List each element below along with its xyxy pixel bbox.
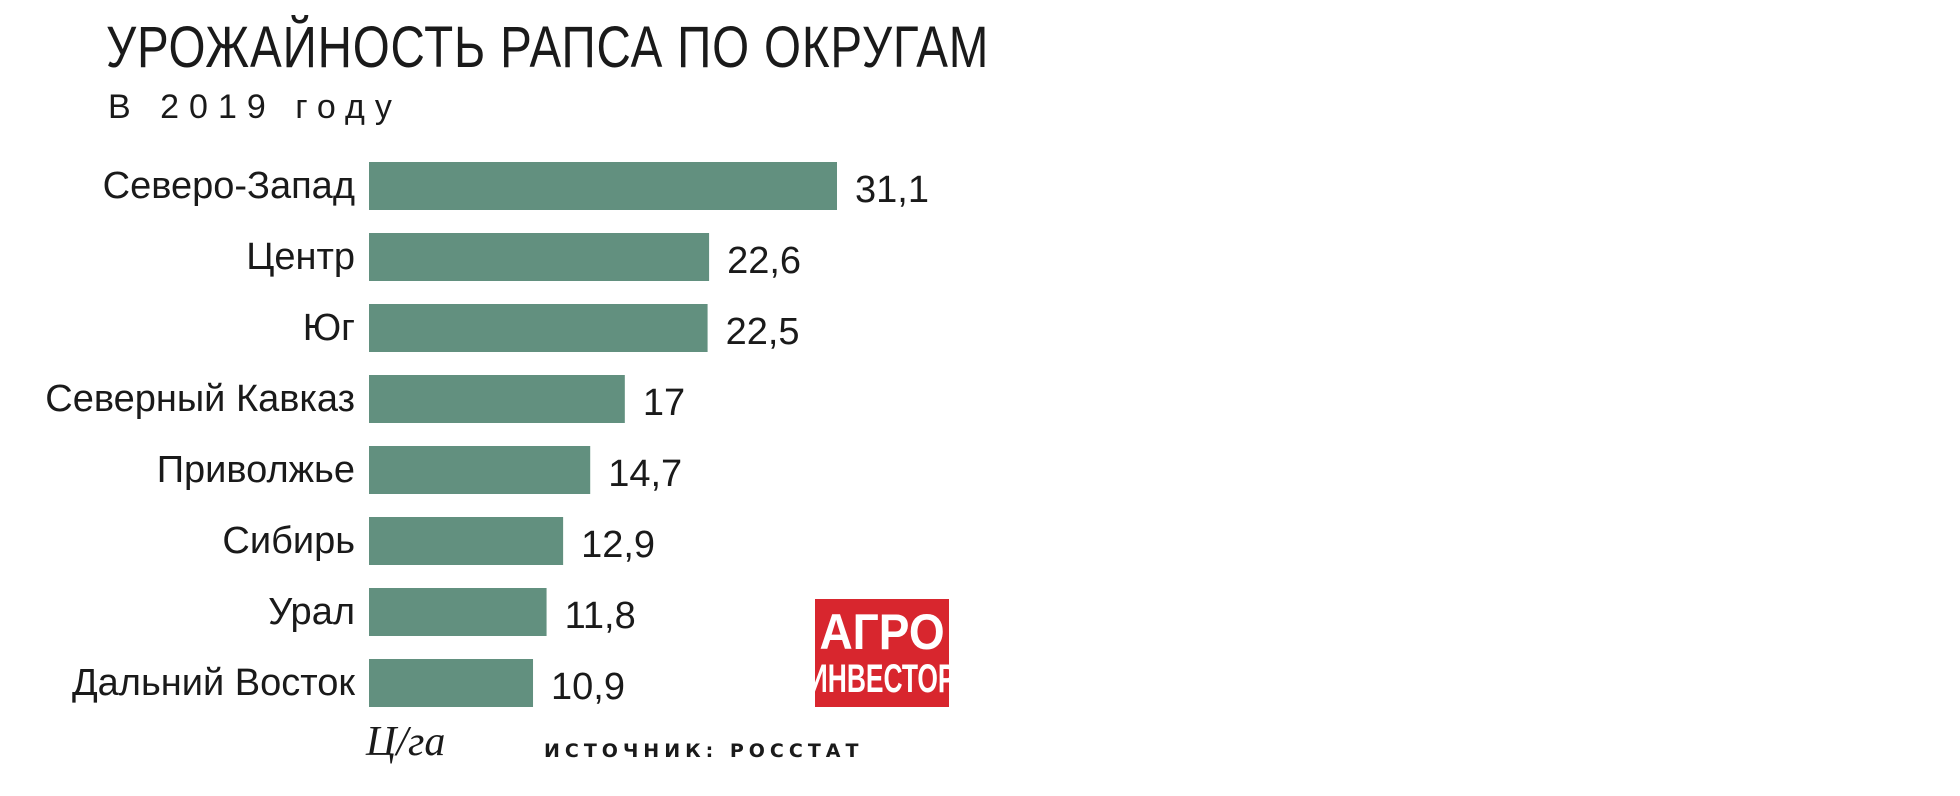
category-label: Дальний Восток	[72, 662, 355, 704]
agroinvestor-logo: АГРО ИНВЕСТОР	[815, 599, 949, 707]
value-label: 12,9	[581, 524, 655, 566]
category-label: Северный Кавказ	[45, 378, 355, 420]
category-label: Сибирь	[222, 520, 355, 562]
chart-title: УРОЖАЙНОСТЬ РАПСА ПО ОКРУГАМ	[106, 15, 990, 80]
value-label: 17	[643, 382, 685, 424]
bar	[369, 588, 547, 636]
bar	[369, 233, 710, 281]
bar	[369, 375, 625, 423]
value-label: 31,1	[855, 169, 929, 211]
chart-subtitle: В 2019 году	[108, 88, 402, 126]
logo-text-line-2: ИНВЕСТОР	[815, 657, 949, 701]
category-label: Центр	[246, 236, 355, 278]
category-label: Приволжье	[157, 449, 355, 491]
bar	[369, 517, 564, 565]
bar	[369, 446, 591, 494]
value-label: 14,7	[608, 453, 682, 495]
bar	[369, 162, 837, 210]
value-label: 22,6	[727, 240, 801, 282]
source-label: ИСТОЧНИК: РОССТАТ	[544, 740, 864, 762]
category-label: Северо-Запад	[103, 165, 355, 207]
value-label: 11,8	[565, 595, 636, 637]
value-label: 22,5	[726, 311, 800, 353]
bar	[369, 659, 534, 707]
category-label: Урал	[268, 591, 355, 633]
bar	[369, 304, 708, 352]
category-label: Юг	[303, 307, 355, 349]
unit-label: Ц/га	[366, 719, 446, 765]
logo-text-line-1: АГРО	[819, 604, 945, 660]
value-label: 10,9	[551, 666, 625, 708]
